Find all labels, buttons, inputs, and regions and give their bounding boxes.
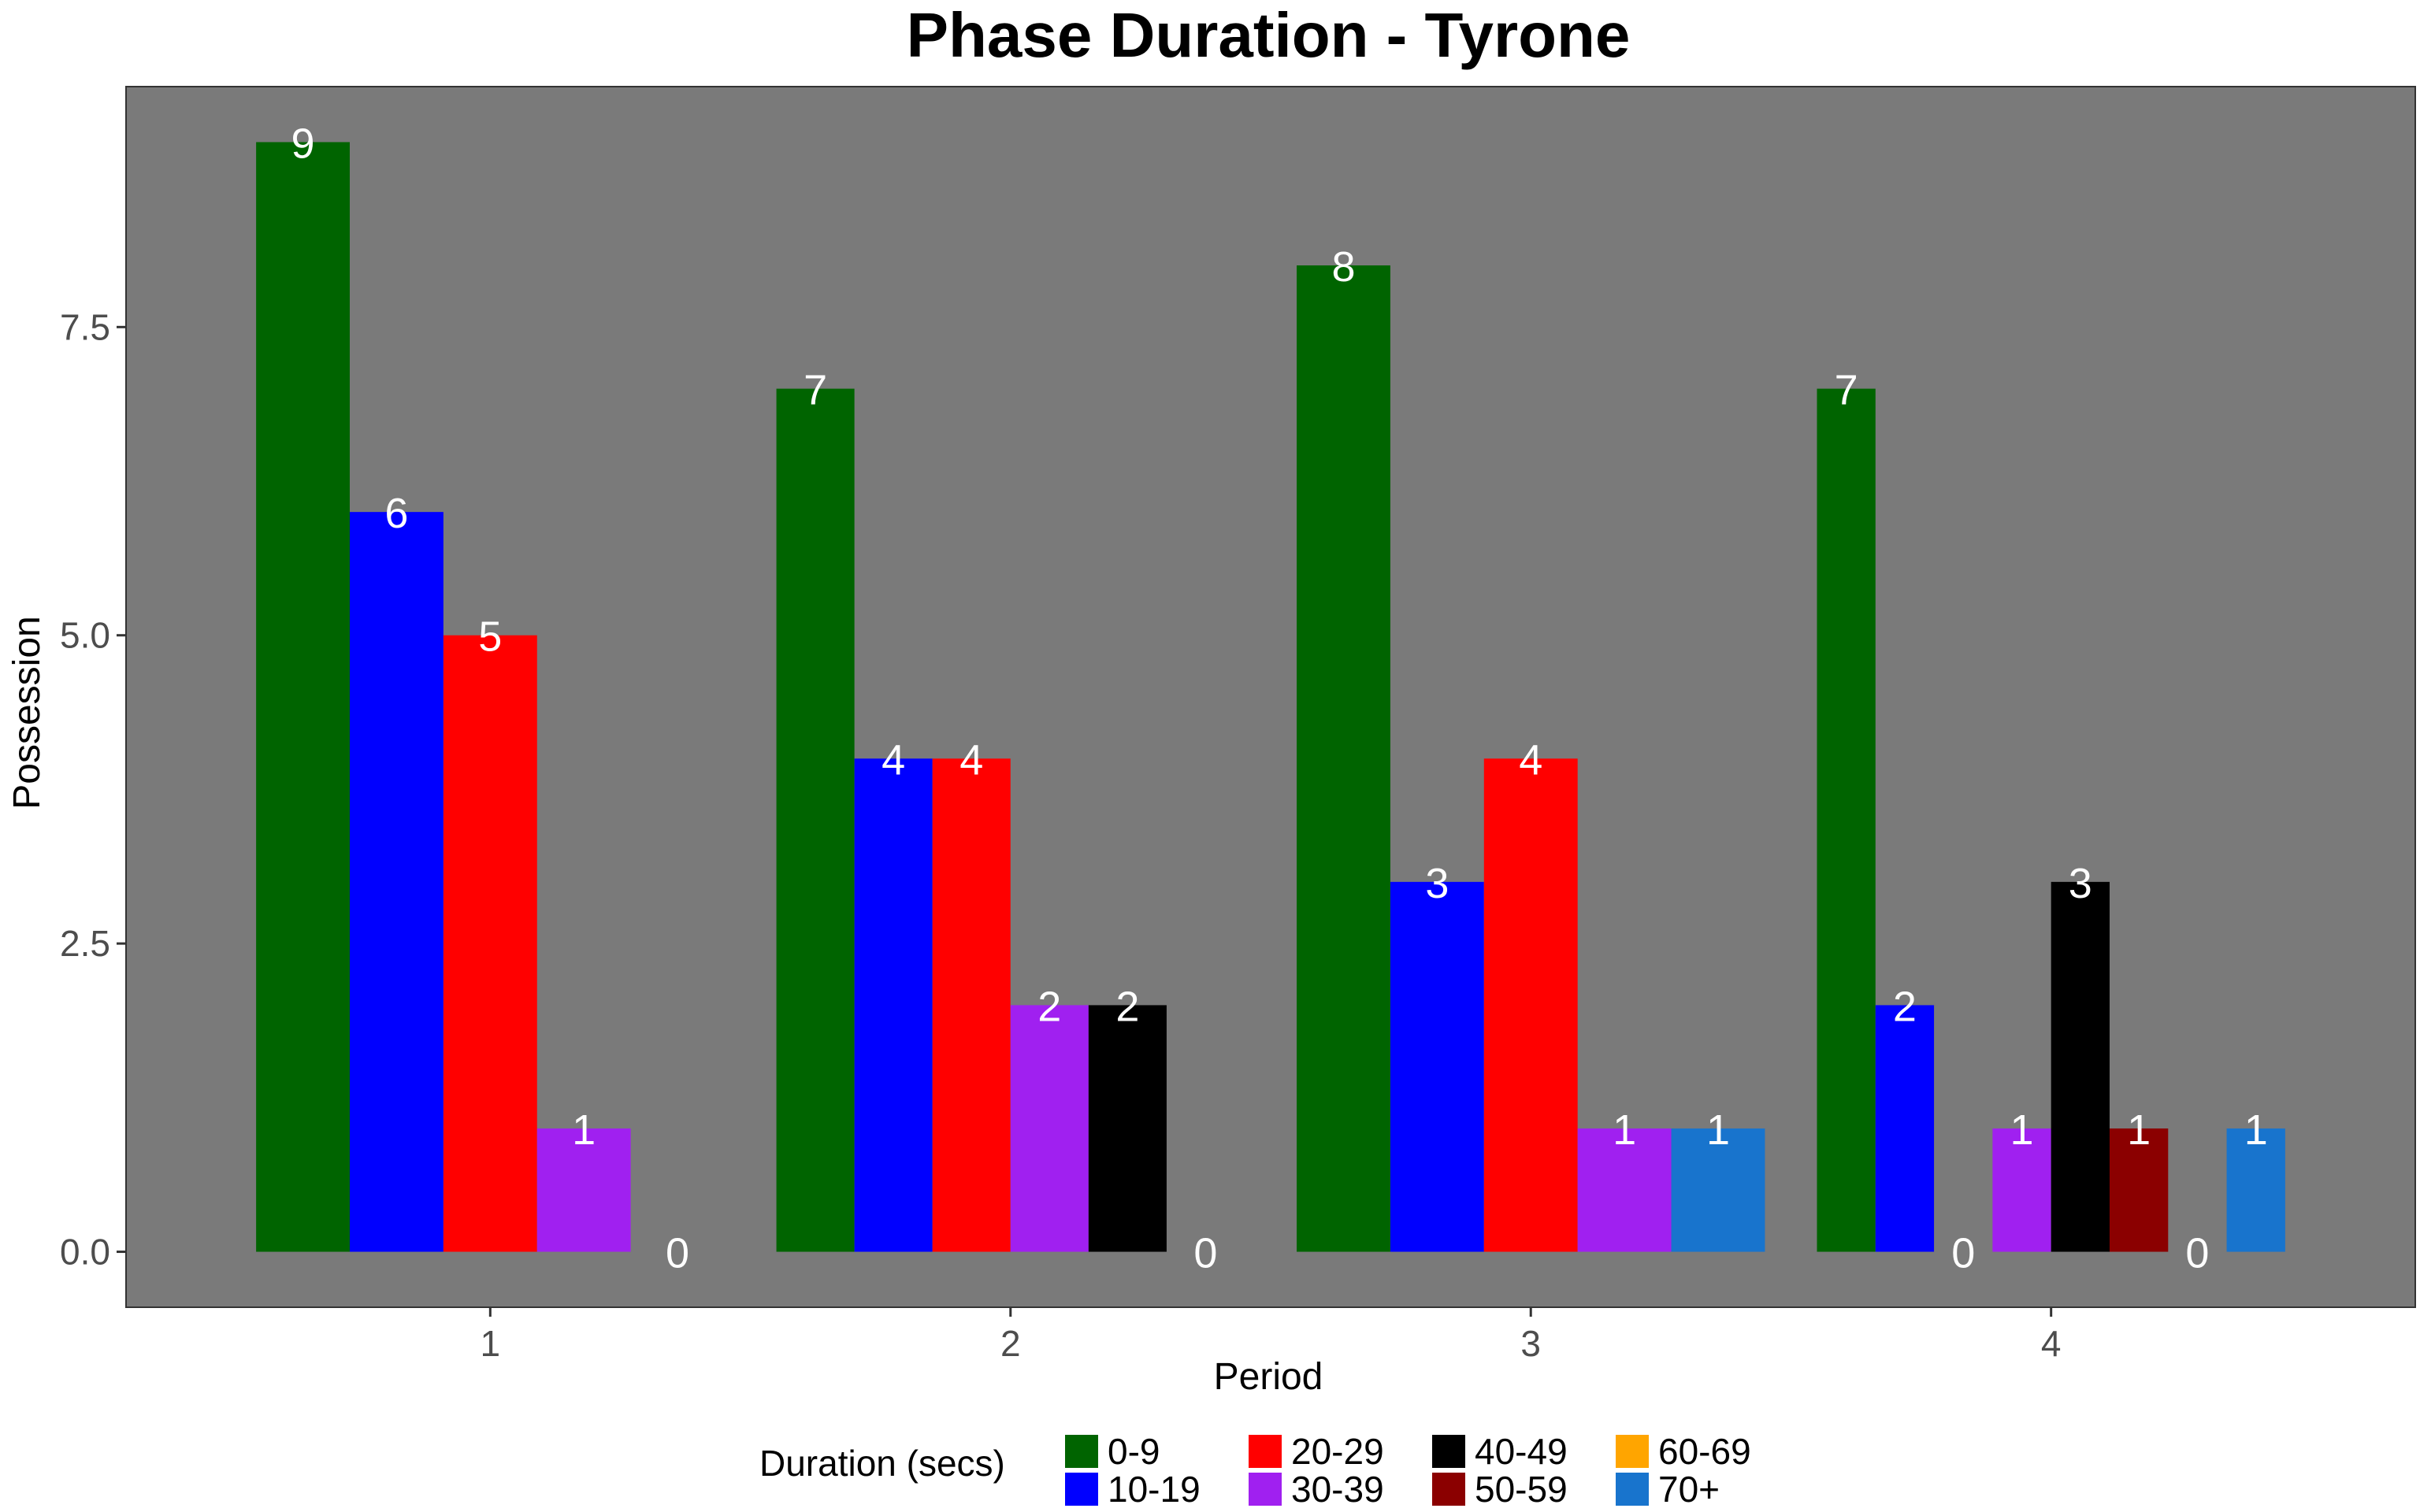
legend-label: 60-69 xyxy=(1658,1431,1751,1472)
bar xyxy=(2109,1128,2169,1252)
data-label: 0 xyxy=(1193,1230,1217,1277)
x-tick-label: 2 xyxy=(1000,1323,1021,1364)
data-label: 8 xyxy=(1331,243,1355,291)
data-label: 2 xyxy=(1115,983,1139,1030)
y-tick-label: 7.5 xyxy=(60,306,110,347)
bar xyxy=(2051,881,2110,1252)
bar xyxy=(536,1128,631,1252)
bar xyxy=(1010,1005,1089,1252)
legend-label: 20-29 xyxy=(1291,1431,1384,1472)
legend-label: 0-9 xyxy=(1108,1431,1160,1472)
bar xyxy=(349,512,444,1252)
x-tick-label: 3 xyxy=(1520,1323,1541,1364)
data-label: 1 xyxy=(1706,1106,1730,1154)
y-axis: 0.0 2.5 5.0 7.5 xyxy=(60,306,126,1273)
data-label: 2 xyxy=(1037,983,1061,1030)
bar xyxy=(1817,388,1876,1252)
data-label: 5 xyxy=(478,613,502,661)
data-label: 4 xyxy=(1519,736,1542,784)
data-label: 1 xyxy=(2010,1106,2034,1154)
data-label: 6 xyxy=(384,490,408,537)
y-tick-label: 2.5 xyxy=(60,923,110,964)
data-label: 0 xyxy=(1951,1230,1975,1277)
bar xyxy=(932,758,1011,1252)
bar xyxy=(2226,1128,2285,1252)
legend-label: 70+ xyxy=(1658,1469,1720,1510)
x-tick-label: 1 xyxy=(481,1323,501,1364)
data-label: 4 xyxy=(882,736,905,784)
bar xyxy=(1671,1128,1765,1252)
y-axis-title: Possession xyxy=(6,616,48,809)
bar xyxy=(1992,1128,2051,1252)
data-label: 3 xyxy=(2069,860,2092,907)
legend-label: 40-49 xyxy=(1475,1431,1568,1472)
bars xyxy=(256,142,2285,1252)
x-axis: 1 2 3 4 xyxy=(481,1307,2062,1364)
data-label: 0 xyxy=(666,1230,689,1277)
legend-key xyxy=(1616,1435,1649,1468)
bar xyxy=(1577,1128,1672,1252)
bar xyxy=(1297,265,1390,1252)
data-label: 4 xyxy=(959,736,983,784)
data-label: 1 xyxy=(2127,1106,2151,1154)
legend-key xyxy=(1249,1435,1282,1468)
data-label: 2 xyxy=(1893,983,1917,1030)
legend-key xyxy=(1249,1473,1282,1506)
legend-key xyxy=(1432,1473,1465,1506)
data-label: 9 xyxy=(291,120,315,167)
data-label: 7 xyxy=(1835,367,1858,414)
chart-title: Phase Duration - Tyrone xyxy=(907,0,1631,70)
y-tick-label: 5.0 xyxy=(60,615,110,656)
legend-label: 10-19 xyxy=(1108,1469,1201,1510)
data-label: 1 xyxy=(1613,1106,1636,1154)
bar xyxy=(1390,881,1484,1252)
legend-label: 30-39 xyxy=(1291,1469,1384,1510)
x-axis-title: Period xyxy=(1214,1356,1323,1398)
legend-label: 50-59 xyxy=(1475,1469,1568,1510)
legend-key xyxy=(1432,1435,1465,1468)
bar xyxy=(443,635,537,1252)
data-label: 1 xyxy=(572,1106,596,1154)
data-label: 1 xyxy=(2244,1106,2268,1154)
data-label: 7 xyxy=(804,367,827,414)
legend-key xyxy=(1616,1473,1649,1506)
legend-key xyxy=(1065,1435,1098,1468)
legend-title: Duration (secs) xyxy=(759,1443,1005,1484)
bar xyxy=(854,758,933,1252)
legend-key xyxy=(1065,1473,1098,1506)
bar xyxy=(1088,1005,1167,1252)
data-label: 3 xyxy=(1425,860,1449,907)
x-tick-label: 4 xyxy=(2041,1323,2062,1364)
bar xyxy=(256,142,350,1252)
y-tick-label: 0.0 xyxy=(60,1232,110,1273)
bar xyxy=(776,388,855,1252)
bar xyxy=(1875,1005,1935,1252)
data-label: 0 xyxy=(2185,1230,2209,1277)
bar xyxy=(1483,758,1578,1252)
